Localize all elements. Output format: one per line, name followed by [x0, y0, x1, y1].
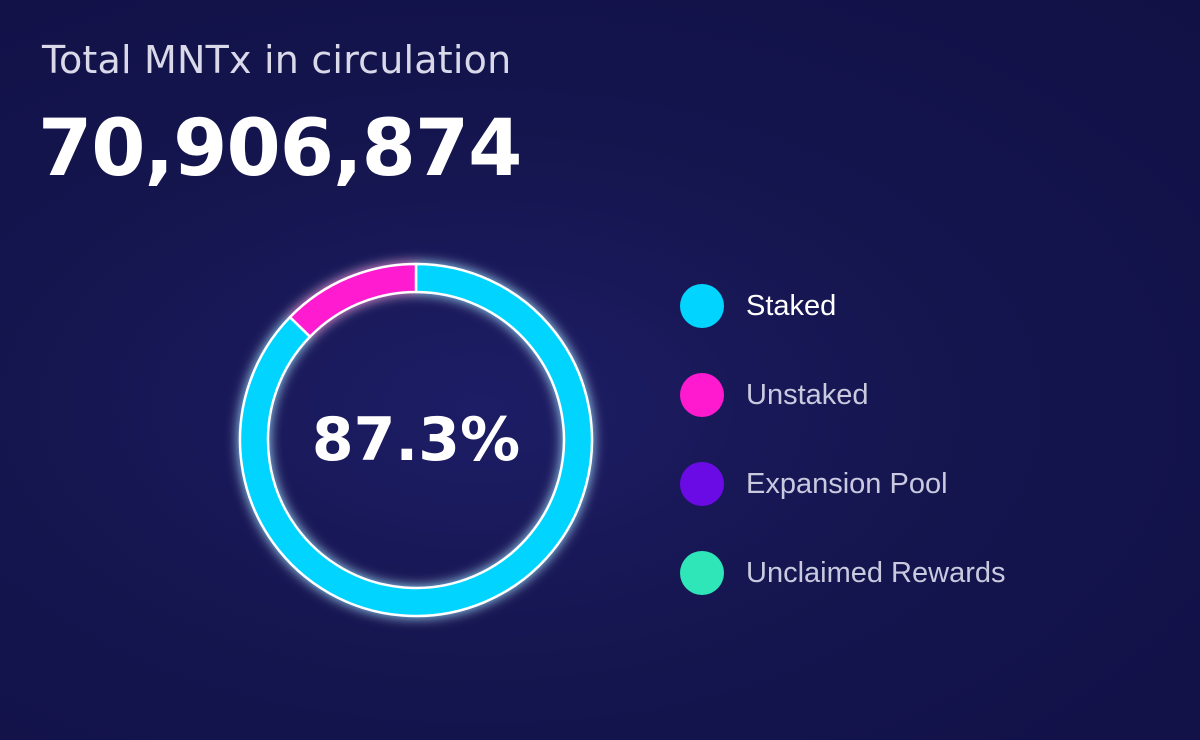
donut-slices	[238, 262, 594, 618]
chart-legend: Staked Unstaked Expansion Pool Unclaimed…	[680, 284, 1006, 640]
donut-chart: 87.3%	[218, 240, 618, 640]
donut-chart-svg	[238, 262, 594, 618]
donut-slice-staked[interactable]	[238, 262, 594, 618]
legend-dot-unstaked-icon	[680, 373, 724, 417]
legend-label: Staked	[746, 289, 837, 322]
center-percentage: 87.3%	[311, 405, 521, 475]
chart-title: Total MNTx in circulation	[42, 38, 512, 82]
legend-label: Unstaked	[746, 378, 869, 411]
legend-item-unclaimed-rewards[interactable]: Unclaimed Rewards	[680, 551, 1006, 595]
legend-dot-staked-icon	[680, 284, 724, 328]
legend-label: Unclaimed Rewards	[746, 556, 1006, 589]
legend-dot-expansion-pool-icon	[680, 462, 724, 506]
legend-item-expansion-pool[interactable]: Expansion Pool	[680, 462, 1006, 506]
legend-item-unstaked[interactable]: Unstaked	[680, 373, 1006, 417]
legend-label: Expansion Pool	[746, 467, 948, 500]
total-circulation-value: 70,906,874	[38, 104, 522, 194]
legend-dot-unclaimed-rewards-icon	[680, 551, 724, 595]
legend-item-staked[interactable]: Staked	[680, 284, 1006, 328]
donut-slice-unstaked[interactable]	[288, 262, 418, 338]
